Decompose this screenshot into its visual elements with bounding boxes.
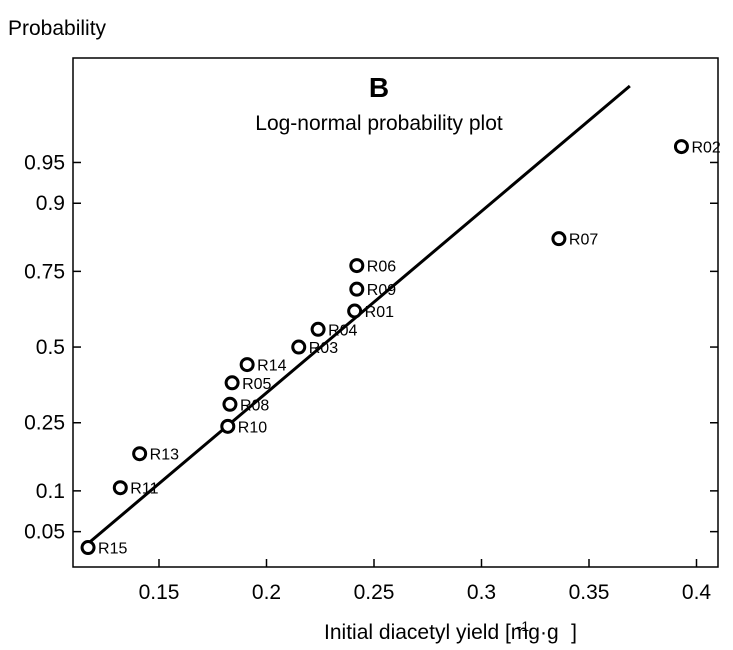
data-point-r14 xyxy=(239,357,255,373)
data-point-r02 xyxy=(673,139,689,155)
point-label-r08: R08 xyxy=(240,397,269,414)
x-axis-title-superscript: -1 xyxy=(516,618,530,634)
data-point-r07 xyxy=(551,231,567,247)
x-axis-ticks: 0.15 0.2 0.25 0.3 0.35 0.4 xyxy=(139,559,712,604)
point-label-r05: R05 xyxy=(242,376,271,393)
chart-title: Log-normal probability plot xyxy=(255,112,503,135)
y-tick-label: 0.75 xyxy=(24,260,65,283)
point-label-r06: R06 xyxy=(367,259,396,276)
x-tick-label: 0.25 xyxy=(354,581,395,604)
data-point-r08 xyxy=(222,396,238,412)
y-axis-title: Probability xyxy=(8,17,107,40)
point-label-r09: R09 xyxy=(367,282,396,299)
y-tick-label: 0.1 xyxy=(36,480,65,503)
x-tick-label: 0.15 xyxy=(139,581,180,604)
y-tick-label: 0.25 xyxy=(24,412,65,435)
point-label-r07: R07 xyxy=(569,232,598,249)
data-point-r13 xyxy=(132,446,148,462)
y-axis-ticks: 0.05 0.1 0.25 0.5 0.75 0.9 0.95 xyxy=(24,151,718,544)
data-point-r04 xyxy=(310,321,326,337)
y-tick-label: 0.9 xyxy=(36,192,65,215)
point-label-r01: R01 xyxy=(365,304,394,321)
panel-letter: B xyxy=(369,72,389,103)
y-tick-label: 0.05 xyxy=(24,521,65,544)
point-label-r10: R10 xyxy=(238,419,267,436)
x-tick-label: 0.4 xyxy=(682,581,712,604)
data-point-r09 xyxy=(349,281,365,297)
data-point-r11 xyxy=(112,480,128,496)
x-tick-label: 0.3 xyxy=(467,581,496,604)
x-axis-title: Initial diacetyl yield [mg·g-1] xyxy=(0,618,733,645)
point-label-r15: R15 xyxy=(98,541,127,558)
x-tick-label: 0.2 xyxy=(252,581,281,604)
y-tick-label: 0.5 xyxy=(36,336,65,359)
data-point-r03 xyxy=(291,339,307,355)
data-point-r01 xyxy=(347,303,363,319)
data-point-r05 xyxy=(224,375,240,391)
data-point-r06 xyxy=(349,258,365,274)
data-point-r10 xyxy=(220,418,236,434)
plot-area-frame xyxy=(72,57,719,568)
point-label-r03: R03 xyxy=(309,340,338,357)
x-axis-title-end: ] xyxy=(571,621,577,644)
x-axis-title-base: Initial diacetyl yield [mg·g xyxy=(324,621,559,644)
x-tick-label: 0.35 xyxy=(569,581,610,604)
y-tick-label: 0.95 xyxy=(24,151,65,174)
point-label-r14: R14 xyxy=(257,358,286,375)
point-label-r02: R02 xyxy=(691,140,720,157)
point-label-r13: R13 xyxy=(150,447,179,464)
point-label-r04: R04 xyxy=(328,322,357,339)
data-point-r15 xyxy=(80,540,96,556)
point-label-r11: R11 xyxy=(130,481,158,498)
